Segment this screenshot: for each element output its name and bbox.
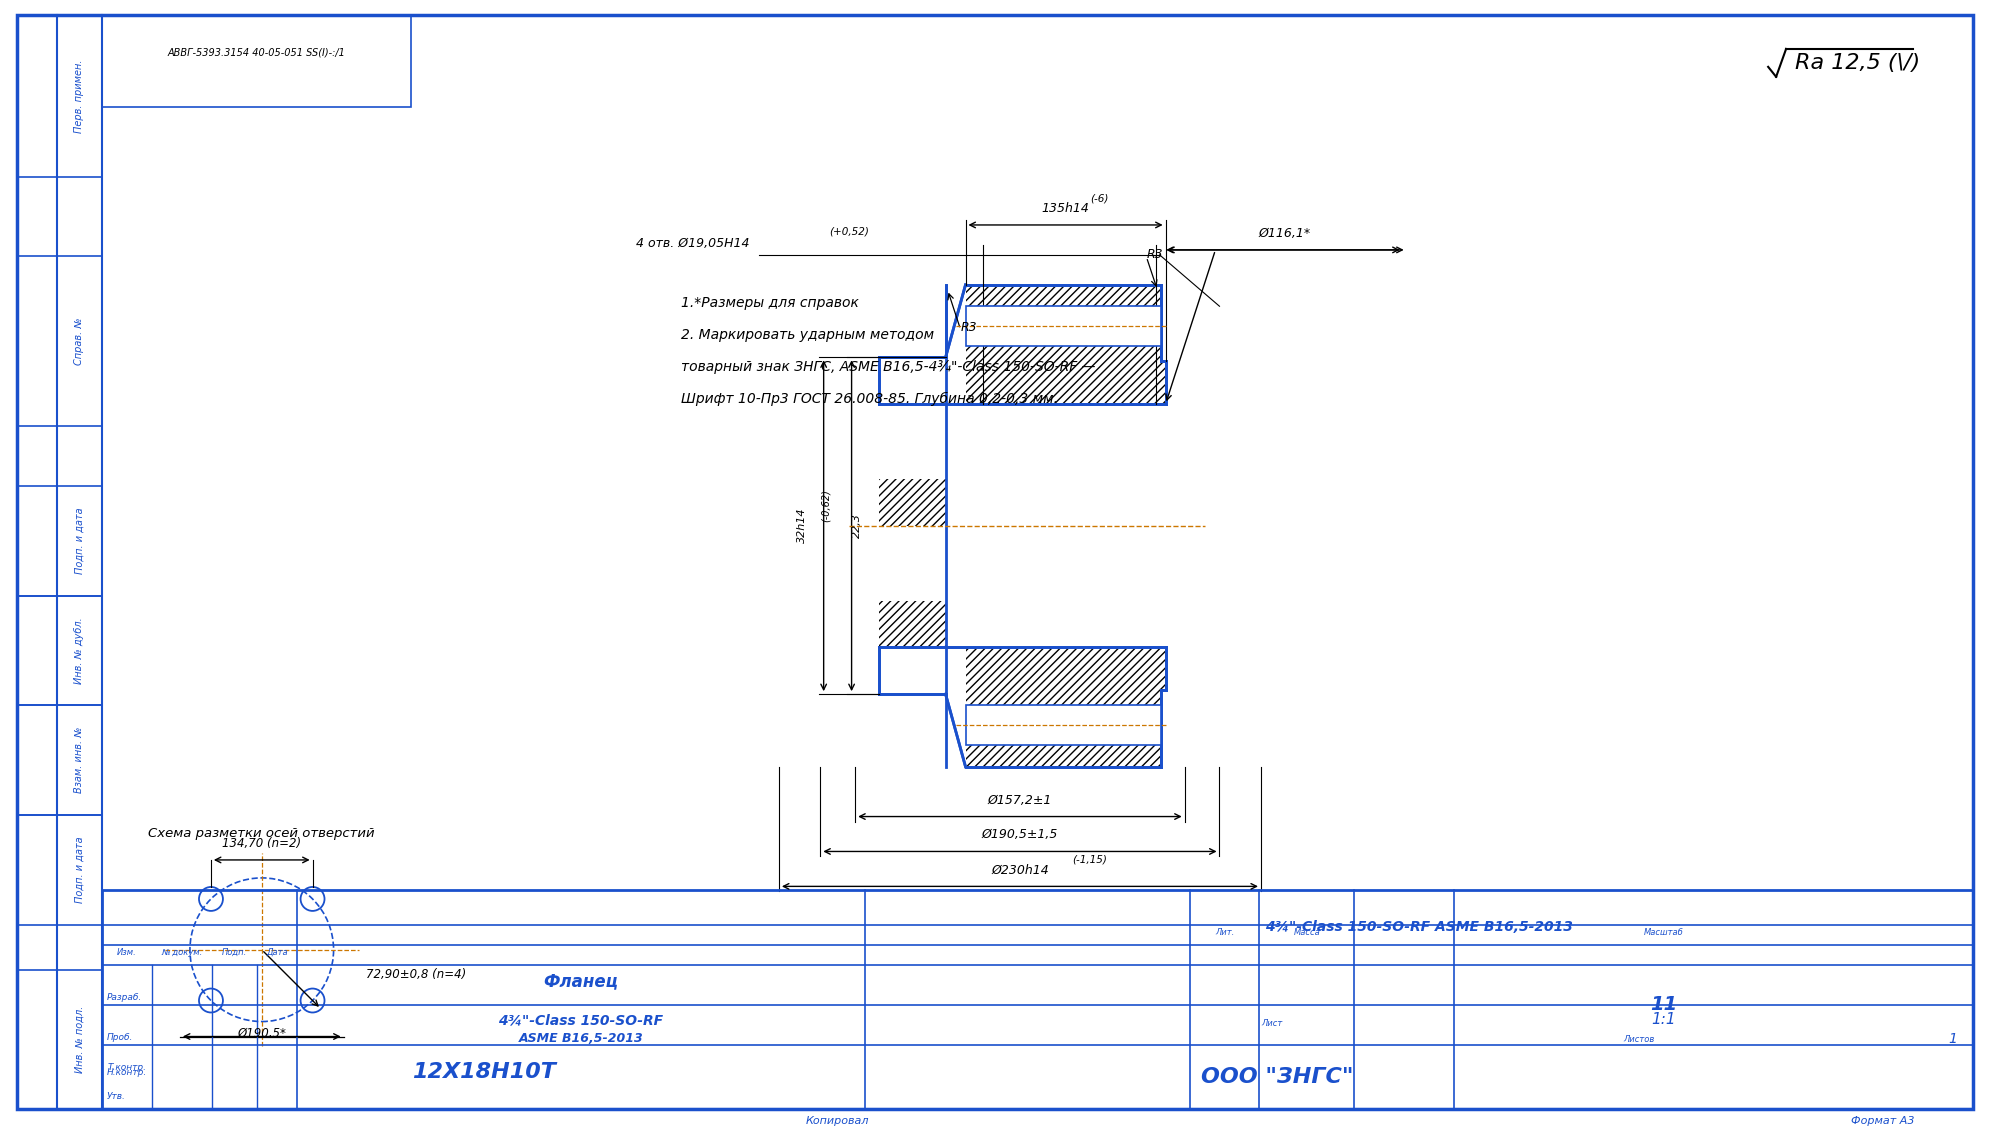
Text: Изм.: Изм. [117,948,137,957]
Text: R3: R3 [1146,248,1162,261]
Text: R3: R3 [961,321,977,334]
Text: 22,3: 22,3 [851,513,861,539]
Bar [965,647,1162,691]
Text: 11: 11 [1649,995,1677,1014]
Bar [1162,361,1166,405]
Text: Подп. и дата: Подп. и дата [74,836,84,903]
Bar [877,601,945,647]
Text: Проб.: Проб. [107,1032,133,1041]
Text: Н.контр.: Н.контр. [107,1068,147,1077]
Text: 72,90±0,8 (n=4): 72,90±0,8 (n=4) [366,968,465,980]
Text: Инв. № дубл.: Инв. № дубл. [74,618,84,684]
Text: Масса: Масса [1293,928,1319,937]
Text: Копировал: Копировал [806,1117,869,1126]
Text: Справ. №: Справ. № [74,318,84,365]
Bar [965,285,1162,361]
Text: АBВГ-5393.3154 40-05-051 SS(I)-:/1: АBВГ-5393.3154 40-05-051 SS(I)-:/1 [167,47,346,57]
Bar [101,15,412,107]
Text: (-6): (-6) [1090,193,1108,203]
Text: 1.*Размеры для справок: 1.*Размеры для справок [680,296,857,310]
Text: 1: 1 [1947,1032,1955,1046]
Text: Лист: Лист [1261,1019,1281,1028]
Text: Перв. примен.: Перв. примен. [74,59,84,133]
Text: товарный знак ЗНГС, ASME B16,5-4¾"-Class 150-SO-RF —: товарный знак ЗНГС, ASME B16,5-4¾"-Class… [680,361,1094,374]
Text: 4¾"-Class 150-SO-RF: 4¾"-Class 150-SO-RF [497,1013,662,1028]
Bar [965,307,1162,346]
Text: Разраб.: Разраб. [107,993,143,1002]
Text: Ø157,2±1: Ø157,2±1 [987,793,1052,807]
Text: (-1,15): (-1,15) [1072,854,1106,864]
Text: Дата: Дата [267,948,286,957]
Text: 32h14: 32h14 [796,508,806,543]
Text: 134,70 (n=2): 134,70 (n=2) [223,837,300,850]
Text: Ø116,1*: Ø116,1* [1259,227,1311,240]
Text: Схема разметки осей отверстий: Схема разметки осей отверстий [149,826,374,840]
Text: ASME B16,5-2013: ASME B16,5-2013 [519,1032,642,1045]
Text: ООО "ЗНГС": ООО "ЗНГС" [1199,1067,1353,1086]
Text: Листов: Листов [1621,1035,1653,1044]
Bar [965,361,1162,405]
Text: (+0,52): (+0,52) [829,227,869,237]
Text: Подп.: Подп. [223,948,247,957]
Text: Ø190,5±1,5: Ø190,5±1,5 [981,828,1058,842]
Text: Т.контр.: Т.контр. [107,1064,145,1073]
Text: Масштаб: Масштаб [1643,928,1683,937]
Bar [877,479,945,525]
Text: 135h14: 135h14 [1040,202,1088,215]
Text: Инв. № подл.: Инв. № подл. [74,1005,84,1073]
Bar [1162,647,1166,691]
Text: № докум.: № докум. [161,948,203,957]
Text: 12X18H10T: 12X18H10T [412,1062,555,1082]
Bar [965,691,1162,766]
Text: Подп. и дата: Подп. и дата [74,507,84,574]
Text: Лит.: Лит. [1213,928,1233,937]
Bar [101,890,1971,1109]
Text: Шрифт 10-Пр3 ГОСТ 26.008-85. Глубина 0,2-0,3 мм.: Шрифт 10-Пр3 ГОСТ 26.008-85. Глубина 0,2… [680,392,1058,406]
Text: 2. Маркировать ударным методом: 2. Маркировать ударным методом [680,328,933,343]
Text: Формат А3: Формат А3 [1850,1117,1913,1126]
Text: Ra 12,5 (\/): Ra 12,5 (\/) [1794,53,1919,73]
Text: 4¾"-Class 150-SO-RF ASME B16,5-2013: 4¾"-Class 150-SO-RF ASME B16,5-2013 [1265,921,1571,934]
Text: Взам. инв. №: Взам. инв. № [74,727,84,793]
Text: Ø190,5*: Ø190,5* [237,1027,286,1039]
Text: Ø230h14: Ø230h14 [991,863,1048,877]
Text: (-0,62): (-0,62) [819,489,829,522]
Text: Фланец: Фланец [543,973,619,991]
Text: 4 отв. Ø19,05H14: 4 отв. Ø19,05H14 [634,237,748,250]
Text: Утв.: Утв. [107,1092,125,1101]
Text: 1:1: 1:1 [1651,1012,1675,1027]
Bar [965,706,1162,745]
